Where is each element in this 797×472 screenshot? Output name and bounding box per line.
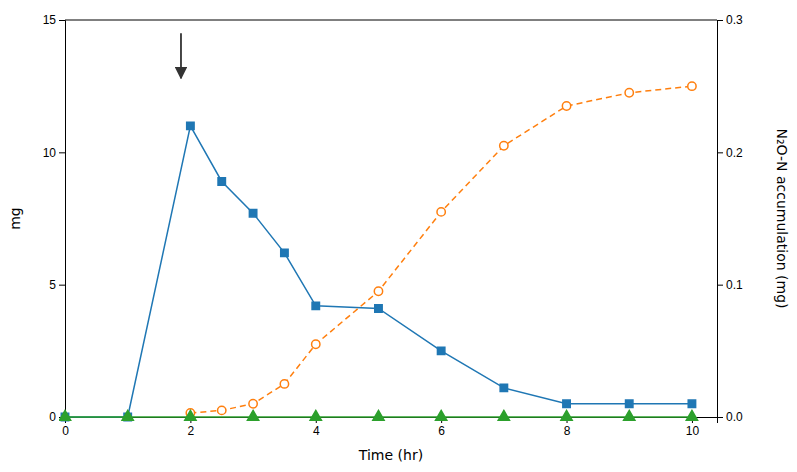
- point: [626, 400, 633, 407]
- y2-axis-title: N₂O-N accumulation (mg): [774, 128, 790, 308]
- point: [249, 400, 257, 408]
- x-axis-title: Time (hr): [358, 447, 423, 463]
- point: [375, 305, 382, 312]
- tick: 0.3: [717, 13, 743, 27]
- tick-label: 15: [43, 13, 57, 27]
- point: [563, 400, 570, 407]
- point: [374, 287, 382, 295]
- point: [624, 410, 635, 420]
- tick: 0.1: [717, 278, 743, 292]
- tick-label: 4: [313, 424, 320, 438]
- tick-label: 0.1: [726, 278, 743, 292]
- chart: 0 2 4 6 8 10 0 5 10 15 0.0 0.1 0.2 0.3 Time (hr) mg N₂O-…: [0, 0, 797, 472]
- axis-line: [718, 21, 724, 418]
- tick: 5: [49, 278, 65, 292]
- tick-label: 2: [188, 424, 195, 438]
- point: [561, 410, 572, 420]
- y-axis: 0 5 10 15: [43, 13, 66, 424]
- tick: 10: [43, 146, 65, 160]
- axis-line: [66, 418, 718, 424]
- tick: 0.0: [717, 410, 743, 424]
- point: [187, 122, 194, 129]
- point: [312, 302, 319, 309]
- point: [625, 89, 633, 97]
- point: [247, 410, 258, 420]
- axis-line: [59, 21, 66, 418]
- tick-mark: [717, 20, 723, 21]
- point: [312, 340, 320, 348]
- point: [498, 410, 509, 420]
- arrow: [180, 33, 182, 78]
- tick-mark: [717, 417, 723, 418]
- point: [373, 410, 384, 420]
- point: [436, 410, 447, 420]
- point: [688, 400, 695, 407]
- tick-mark: [717, 285, 723, 286]
- tick-label: 0.0: [726, 410, 743, 424]
- y2-axis: 0.0 0.1 0.2 0.3: [717, 13, 743, 424]
- point: [249, 209, 256, 216]
- point: [500, 142, 508, 150]
- point: [686, 410, 697, 420]
- point: [437, 208, 445, 216]
- tick-label: 6: [438, 424, 445, 438]
- frame: [65, 20, 717, 21]
- line: [190, 86, 692, 413]
- tick: 15: [43, 13, 65, 27]
- tick-mark: [59, 285, 65, 286]
- point: [500, 384, 507, 391]
- tick-mark: [59, 20, 65, 21]
- tick-label: 0.2: [726, 146, 743, 160]
- plot: 0 2 4 6 8 10 0 5 10 15 0.0 0.1 0.2 0.3: [43, 13, 743, 437]
- point: [185, 410, 196, 420]
- series: [59, 410, 697, 420]
- point: [281, 249, 288, 256]
- series: [186, 82, 696, 417]
- tick-label: 0.3: [726, 13, 743, 27]
- tick-mark: [717, 152, 723, 153]
- tick-mark: [59, 152, 65, 153]
- point: [280, 380, 288, 388]
- point: [562, 102, 570, 110]
- y-axis-title: mg: [7, 207, 23, 230]
- point: [437, 347, 444, 354]
- tick-label: 8: [564, 424, 571, 438]
- tick: 0.2: [717, 146, 743, 160]
- tick-label: 0: [62, 424, 69, 438]
- point: [688, 82, 696, 90]
- tick-label: 10: [686, 424, 700, 438]
- tick-label: 10: [43, 146, 57, 160]
- x-axis: 0 2 4 6 8 10: [62, 417, 717, 438]
- tick-label: 5: [49, 278, 56, 292]
- series: [61, 122, 695, 421]
- point: [310, 410, 321, 420]
- point: [218, 406, 226, 414]
- point: [122, 410, 133, 420]
- line: [65, 126, 692, 417]
- point: [59, 410, 70, 420]
- tick-label: 0: [49, 410, 56, 424]
- point: [218, 178, 225, 185]
- series-group: [59, 82, 697, 421]
